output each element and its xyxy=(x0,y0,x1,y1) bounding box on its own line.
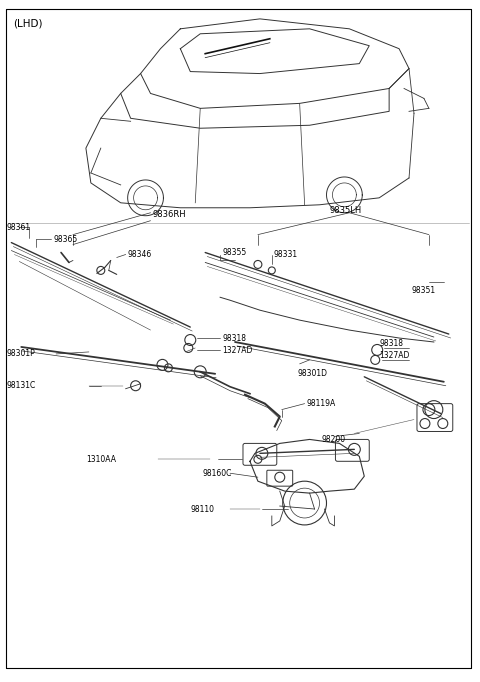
Text: 9835LH: 9835LH xyxy=(329,206,362,216)
Text: 98351: 98351 xyxy=(411,286,435,295)
Text: 98318: 98318 xyxy=(222,333,246,342)
Text: (LHD): (LHD) xyxy=(13,19,43,29)
Text: 9836RH: 9836RH xyxy=(153,210,186,219)
Text: 98200: 98200 xyxy=(322,435,346,444)
Text: 1310AA: 1310AA xyxy=(86,455,116,464)
Text: 98365: 98365 xyxy=(53,235,77,244)
Text: 1327AD: 1327AD xyxy=(222,346,252,355)
Text: 98301P: 98301P xyxy=(6,349,35,359)
Text: 98346: 98346 xyxy=(128,250,152,259)
Text: 98301D: 98301D xyxy=(298,370,328,379)
Text: 98160C: 98160C xyxy=(203,469,232,477)
Text: 98119A: 98119A xyxy=(307,399,336,408)
Text: 98318: 98318 xyxy=(379,340,403,349)
Text: 1327AD: 1327AD xyxy=(379,351,409,360)
Text: 98131C: 98131C xyxy=(6,381,36,390)
Text: 98331: 98331 xyxy=(274,250,298,259)
Text: 98110: 98110 xyxy=(190,505,214,514)
Text: 98361: 98361 xyxy=(6,223,31,232)
Text: 98355: 98355 xyxy=(222,248,246,257)
